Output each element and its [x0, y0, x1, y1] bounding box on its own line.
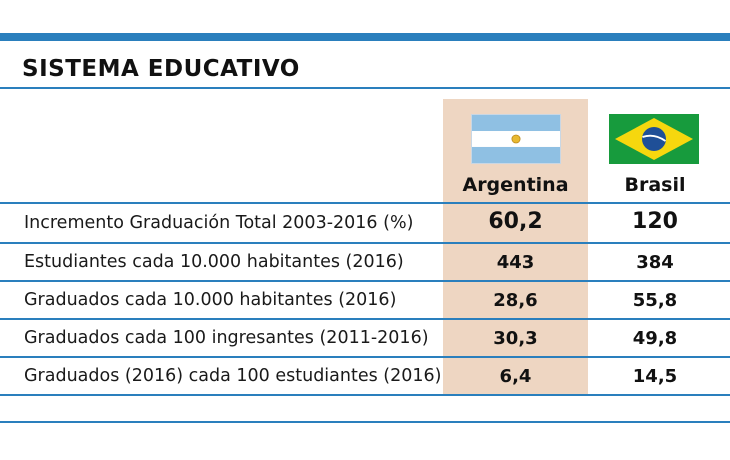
header-divider [0, 202, 730, 204]
page-title: SISTEMA EDUCATIVO [22, 56, 300, 82]
brazil-flag-icon [609, 114, 699, 164]
row-label-graduados-habitantes: Graduados cada 10.000 habitantes (2016) [24, 290, 397, 310]
column-header-argentina: Argentina [462, 174, 569, 196]
value-brasil-graduados-estudiantes: 14,5 [632, 366, 678, 387]
value-argentina-graduados-ingresantes: 30,3 [493, 328, 538, 349]
row-divider [0, 394, 730, 396]
title-divider [0, 87, 730, 89]
value-argentina-graduados-habitantes: 28,6 [493, 290, 538, 311]
value-argentina-incremento: 60,2 [488, 209, 543, 234]
row-label-graduados-ingresantes: Graduados cada 100 ingresantes (2011-201… [24, 328, 429, 348]
row-divider [0, 356, 730, 358]
row-label-estudiantes: Estudiantes cada 10.000 habitantes (2016… [24, 252, 404, 272]
column-header-brasil: Brasil [624, 174, 686, 196]
value-argentina-estudiantes: 443 [496, 252, 535, 273]
argentina-flag-icon [471, 114, 561, 164]
value-brasil-incremento: 120 [632, 209, 678, 234]
row-divider [0, 318, 730, 320]
row-divider [0, 242, 730, 244]
value-brasil-graduados-ingresantes: 49,8 [632, 328, 678, 349]
value-brasil-graduados-habitantes: 55,8 [632, 290, 678, 311]
row-label-graduados-estudiantes: Graduados (2016) cada 100 estudiantes (2… [24, 366, 442, 386]
top-accent-bar [0, 33, 730, 41]
row-divider [0, 280, 730, 282]
bottom-divider [0, 421, 730, 423]
value-argentina-graduados-estudiantes: 6,4 [499, 366, 532, 387]
row-label-incremento: Incremento Graduación Total 2003-2016 (%… [24, 213, 414, 233]
value-brasil-estudiantes: 384 [636, 252, 674, 273]
